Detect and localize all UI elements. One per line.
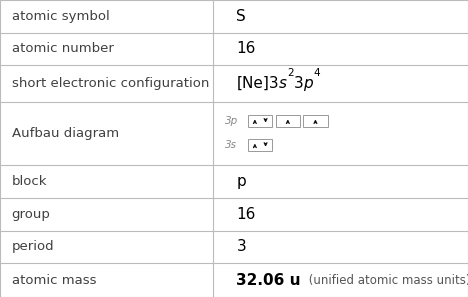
Text: S: S — [236, 9, 246, 24]
Text: block: block — [12, 175, 47, 188]
Bar — [248, 139, 272, 151]
Text: atomic symbol: atomic symbol — [12, 10, 110, 23]
Text: atomic number: atomic number — [12, 42, 114, 55]
Text: Aufbau diagram: Aufbau diagram — [12, 127, 119, 140]
Text: period: period — [12, 240, 54, 253]
Bar — [276, 115, 300, 127]
Bar — [303, 115, 328, 127]
Bar — [248, 115, 272, 127]
Text: 2: 2 — [287, 68, 293, 78]
Text: 3: 3 — [293, 76, 303, 91]
Text: 3s: 3s — [225, 140, 237, 150]
Text: (unified atomic mass units): (unified atomic mass units) — [305, 274, 468, 287]
Text: [Ne]3: [Ne]3 — [236, 76, 279, 91]
Text: 3p: 3p — [225, 116, 238, 126]
Text: p: p — [236, 174, 246, 189]
Text: 4: 4 — [313, 68, 320, 78]
Text: atomic mass: atomic mass — [12, 274, 96, 287]
Text: 32.06 u: 32.06 u — [236, 273, 301, 287]
Text: 3: 3 — [236, 239, 246, 254]
Text: 16: 16 — [236, 207, 256, 222]
Text: 16: 16 — [236, 41, 256, 56]
Text: s: s — [279, 76, 287, 91]
Text: short electronic configuration: short electronic configuration — [12, 77, 209, 90]
Text: p: p — [303, 76, 313, 91]
Text: group: group — [12, 208, 51, 221]
